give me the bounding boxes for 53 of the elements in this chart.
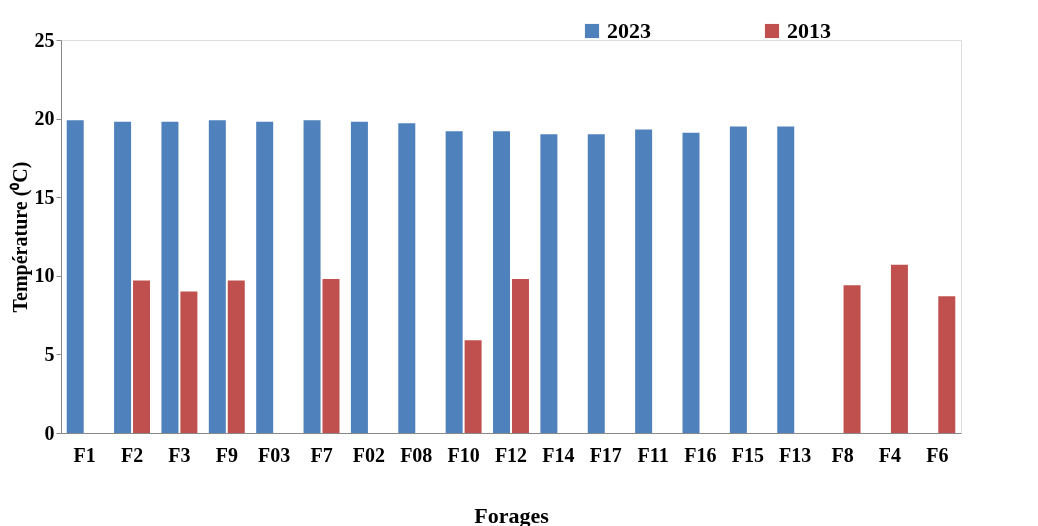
bar (938, 296, 956, 433)
bar (114, 121, 132, 433)
legend-label: 2013 (787, 18, 831, 43)
bar (464, 340, 482, 433)
x-tick-label: F2 (120, 443, 144, 466)
x-tick-label: F11 (637, 443, 669, 466)
bar (843, 285, 861, 433)
x-tick-label: F02 (352, 443, 385, 466)
x-tick-label: F14 (542, 443, 575, 466)
bar (587, 134, 605, 433)
bar (635, 129, 653, 433)
bar (540, 134, 558, 433)
x-tick-label: F9 (215, 443, 238, 466)
bar (493, 131, 511, 433)
y-tick-label: 5 (44, 342, 55, 365)
bar (208, 120, 226, 433)
bar (398, 123, 416, 433)
x-tick-label: F6 (926, 443, 949, 466)
x-tick-label: F17 (589, 443, 622, 466)
x-tick-label: F16 (684, 443, 717, 466)
bar (227, 280, 245, 433)
bar (682, 132, 700, 433)
bar (256, 121, 274, 433)
bar (66, 120, 84, 433)
x-tick-label: F1 (73, 443, 96, 466)
x-tick-label: F3 (168, 443, 191, 466)
bar (445, 131, 463, 433)
y-tick-label: 25 (34, 28, 55, 51)
y-tick-label: 0 (44, 421, 55, 444)
x-tick-label: F15 (731, 443, 764, 466)
legend-label: 2023 (607, 18, 651, 43)
x-tick-label: F7 (310, 443, 333, 466)
y-axis-title: Température (⁰C) (8, 161, 32, 313)
x-tick-label: F8 (831, 443, 854, 466)
y-tick-label: 10 (34, 264, 55, 287)
y-tick-label: 20 (34, 107, 55, 130)
bar (777, 126, 795, 433)
x-tick-label: F12 (494, 443, 528, 466)
bar (890, 264, 908, 433)
y-tick-label: 15 (34, 185, 55, 208)
bar (180, 291, 198, 433)
x-tick-label: F4 (878, 443, 902, 466)
bar (161, 121, 179, 433)
x-tick-label: F03 (258, 443, 291, 466)
bar (511, 278, 529, 433)
x-tick-label: F08 (400, 443, 433, 466)
bar (322, 278, 340, 433)
bar (303, 120, 321, 433)
x-tick-label: F10 (447, 443, 480, 466)
bar (729, 126, 747, 433)
x-tick-label: F13 (779, 443, 812, 466)
bar (133, 280, 151, 433)
bar (350, 121, 368, 433)
